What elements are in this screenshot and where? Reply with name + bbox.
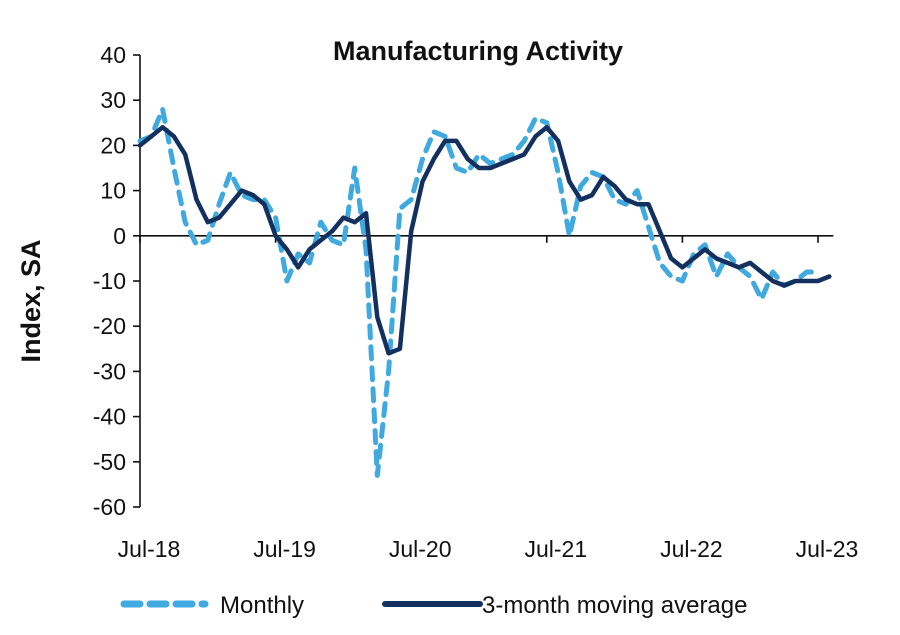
axes: 40 30 20 10 0 -10 -20 -30 -40 -50 -60 Jul-18 Jul-19 J… (93, 42, 859, 562)
x-tick-label: Jul-23 (796, 536, 859, 562)
x-tick-label: Jul-18 (118, 536, 181, 562)
y-tick-label: -10 (93, 268, 126, 294)
x-tick-label: Jul-22 (660, 536, 723, 562)
y-tick-label: 10 (100, 178, 126, 204)
y-tick-label: 20 (100, 132, 126, 158)
legend: Monthly 3-month moving average (120, 592, 747, 619)
x-tick-label: Jul-20 (389, 536, 452, 562)
series-line-monthly (137, 106, 821, 478)
chart-title: Manufacturing Activity (333, 36, 623, 66)
y-axis-label: Index, SA (16, 239, 46, 362)
legend-label-monthly: Monthly (220, 592, 304, 619)
y-tick-label: -40 (93, 404, 126, 430)
x-tick-label: Jul-21 (524, 536, 587, 562)
y-tick-label: 30 (100, 87, 126, 113)
y-tick-label: 0 (113, 223, 126, 249)
y-tick-label: -20 (93, 313, 126, 339)
series-line-moving-average (137, 125, 832, 356)
series-layer (137, 106, 832, 478)
y-tick-label: -30 (93, 358, 126, 384)
y-tick-label: -50 (93, 449, 126, 475)
legend-label-moving-average: 3-month moving average (482, 592, 747, 619)
y-tick-label: -60 (93, 494, 126, 520)
y-tick-label: 40 (100, 42, 126, 68)
x-tick-label: Jul-19 (253, 536, 316, 562)
